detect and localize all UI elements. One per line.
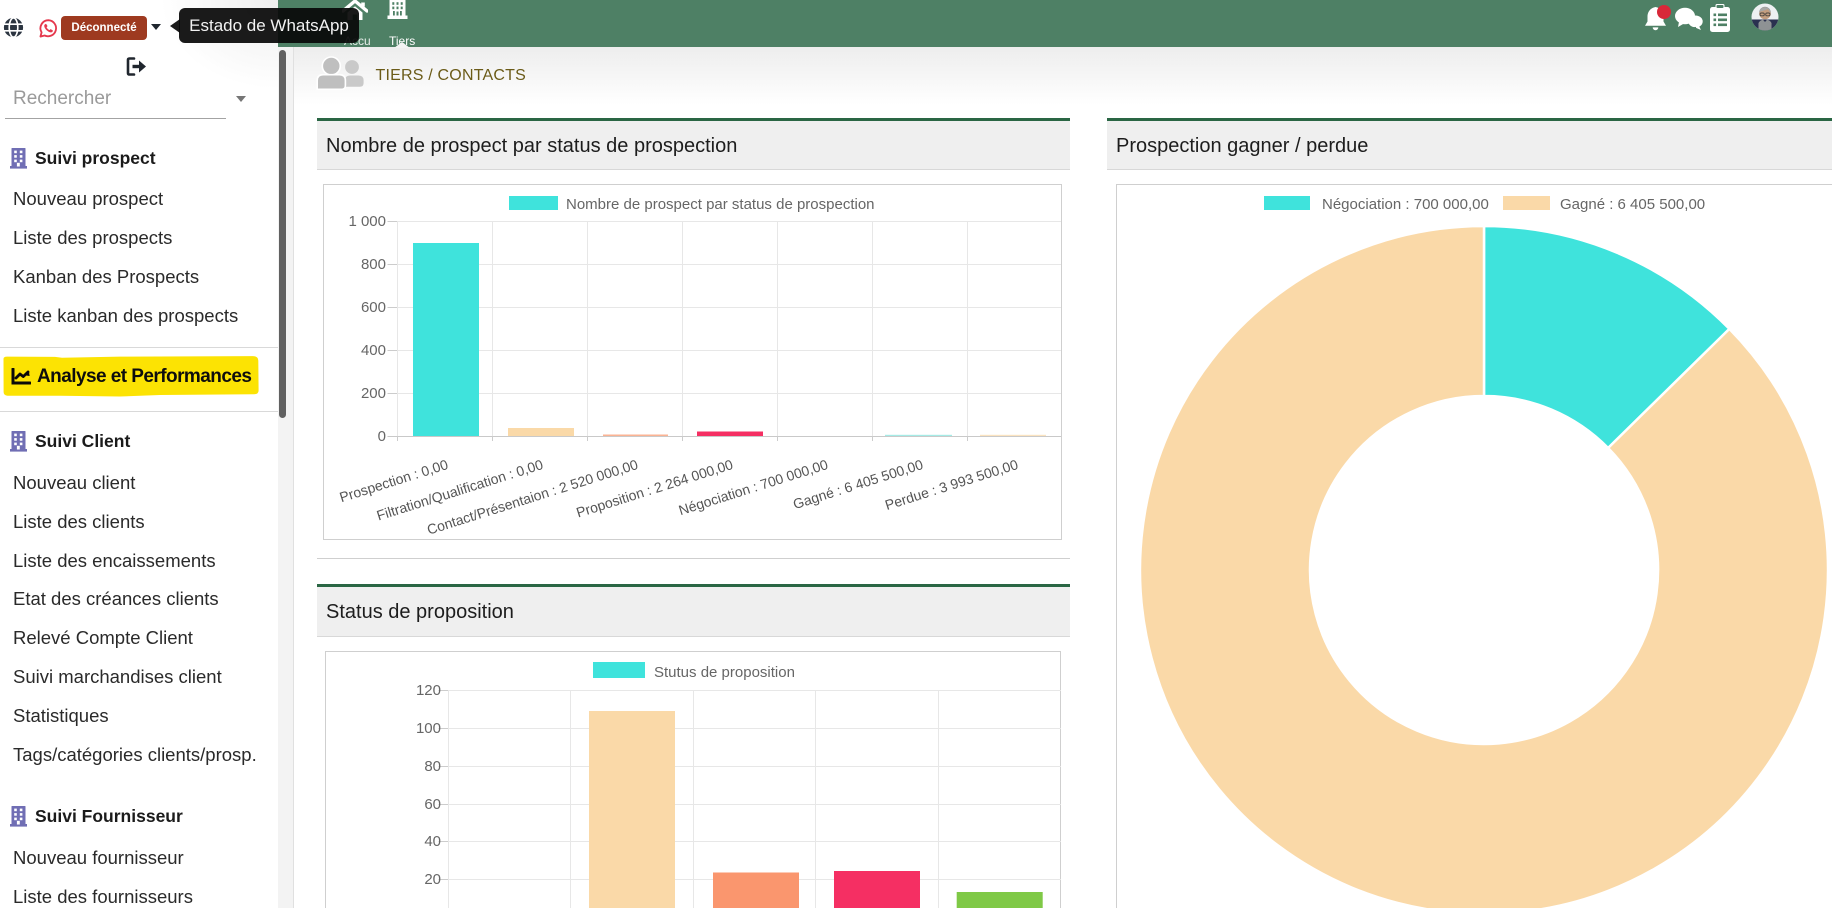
svg-text:120: 120 <box>416 682 441 699</box>
svg-text:Nombre de prospect par status: Nombre de prospect par status de prospec… <box>566 196 875 213</box>
svg-text:400: 400 <box>361 342 386 359</box>
svg-text:0: 0 <box>378 428 386 445</box>
svg-text:800: 800 <box>361 256 386 273</box>
svg-text:60: 60 <box>424 796 441 813</box>
svg-text:100: 100 <box>416 720 441 737</box>
svg-text:1 000: 1 000 <box>348 213 386 230</box>
svg-text:Négociation : 700 000,00: Négociation : 700 000,00 <box>1322 196 1489 213</box>
svg-text:20: 20 <box>424 871 441 888</box>
svg-text:Gagné : 6 405 500,00: Gagné : 6 405 500,00 <box>1560 196 1705 213</box>
svg-text:Stutus de proposition: Stutus de proposition <box>654 664 795 681</box>
svg-text:40: 40 <box>424 833 441 850</box>
svg-text:600: 600 <box>361 299 386 316</box>
svg-text:200: 200 <box>361 385 386 402</box>
svg-text:80: 80 <box>424 758 441 775</box>
